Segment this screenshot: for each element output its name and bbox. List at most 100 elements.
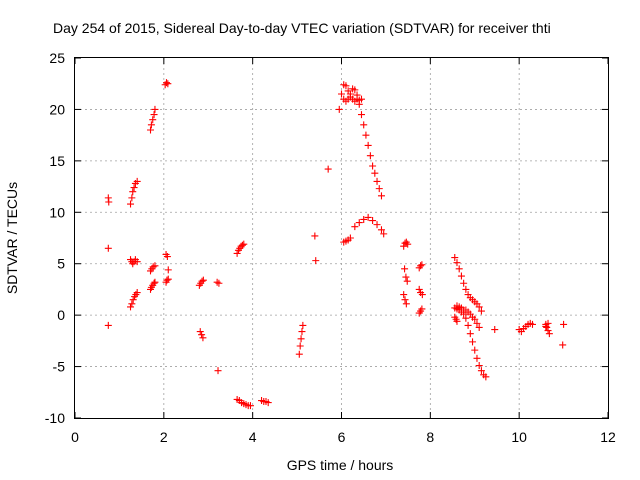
- data-point: [311, 232, 319, 240]
- data-point: [418, 261, 426, 269]
- data-point: [373, 177, 381, 185]
- data-point: [214, 367, 222, 375]
- y-tick-label: -5: [53, 359, 66, 375]
- data-point: [129, 296, 137, 304]
- y-axis-label: SDTVAR / TECUs: [4, 182, 20, 294]
- data-point: [246, 402, 254, 410]
- data-points: [104, 79, 568, 410]
- data-point: [471, 315, 479, 323]
- data-point: [475, 362, 483, 370]
- data-point: [462, 285, 470, 293]
- data-point: [380, 230, 388, 238]
- data-point: [147, 121, 155, 129]
- data-point: [147, 126, 155, 134]
- data-point: [402, 300, 410, 308]
- data-point: [129, 188, 137, 196]
- data-point: [471, 346, 479, 354]
- data-point: [377, 226, 385, 234]
- data-point: [357, 111, 365, 119]
- data-point: [355, 219, 363, 227]
- x-tick-label: 10: [511, 429, 527, 445]
- chart-title: Day 254 of 2015, Sidereal Day-to-day VTE…: [53, 20, 551, 36]
- data-point: [133, 177, 141, 185]
- data-point: [366, 152, 374, 160]
- data-point: [151, 105, 159, 113]
- y-tick-labels: -10 -5 0 5 10 15 20 25: [45, 50, 65, 426]
- data-point: [464, 321, 472, 329]
- data-point: [373, 221, 381, 229]
- data-point: [404, 240, 412, 248]
- data-point: [213, 278, 221, 286]
- data-point: [351, 86, 359, 94]
- x-tick-labels: 0 2 4 6 8 10 12: [71, 429, 616, 445]
- data-point: [163, 276, 171, 284]
- data-point: [377, 192, 385, 200]
- data-point: [475, 303, 483, 311]
- data-point: [460, 279, 468, 287]
- data-point: [543, 323, 551, 331]
- data-point: [560, 320, 568, 328]
- data-point: [544, 319, 552, 327]
- data-point: [401, 265, 409, 273]
- data-point: [360, 215, 368, 223]
- data-point: [418, 291, 426, 299]
- data-point: [104, 321, 112, 329]
- data-point: [482, 373, 490, 381]
- data-point: [338, 90, 345, 98]
- data-point: [351, 223, 359, 231]
- data-point: [149, 116, 157, 124]
- data-point: [299, 321, 307, 329]
- data-point: [362, 131, 370, 139]
- data-point: [455, 265, 463, 273]
- data-point: [199, 334, 207, 342]
- data-point: [164, 266, 172, 274]
- data-point: [528, 320, 536, 328]
- data-point: [466, 330, 474, 338]
- data-point: [149, 263, 157, 271]
- data-point: [401, 296, 409, 304]
- data-point: [297, 335, 305, 343]
- y-tick-label: 10: [49, 204, 65, 220]
- x-tick-label: 8: [426, 429, 434, 445]
- data-point: [545, 330, 553, 338]
- data-point: [298, 328, 306, 336]
- data-point: [559, 341, 567, 349]
- data-point: [346, 234, 354, 242]
- x-tick-label: 6: [338, 429, 346, 445]
- data-point: [402, 273, 410, 281]
- x-tick-label: 2: [160, 429, 168, 445]
- data-point: [357, 95, 365, 103]
- data-point: [104, 244, 112, 252]
- data-point: [324, 165, 332, 173]
- data-point: [375, 185, 383, 193]
- plot-frame: [74, 57, 609, 419]
- data-point: [198, 331, 206, 339]
- data-point: [371, 169, 379, 177]
- data-point: [544, 327, 552, 335]
- data-point: [312, 257, 320, 265]
- data-point: [164, 80, 172, 88]
- data-point: [475, 323, 483, 331]
- data-point: [453, 317, 461, 325]
- y-tick-label: 0: [57, 307, 65, 323]
- data-point: [196, 328, 204, 336]
- data-point: [199, 276, 207, 284]
- data-point: [417, 262, 425, 270]
- data-point: [342, 82, 350, 90]
- data-point: [295, 350, 303, 358]
- y-tick-label: 20: [49, 101, 65, 117]
- y-tick-label: -10: [45, 410, 65, 426]
- data-point: [151, 262, 159, 270]
- data-point: [418, 305, 426, 313]
- data-point: [128, 194, 136, 202]
- data-point: [127, 303, 135, 311]
- data-point: [473, 319, 481, 327]
- data-point: [453, 259, 461, 267]
- data-point: [128, 300, 136, 308]
- data-point: [238, 241, 246, 249]
- data-point: [415, 285, 423, 293]
- data-point: [133, 289, 141, 297]
- data-point: [451, 254, 459, 262]
- data-point: [335, 105, 343, 113]
